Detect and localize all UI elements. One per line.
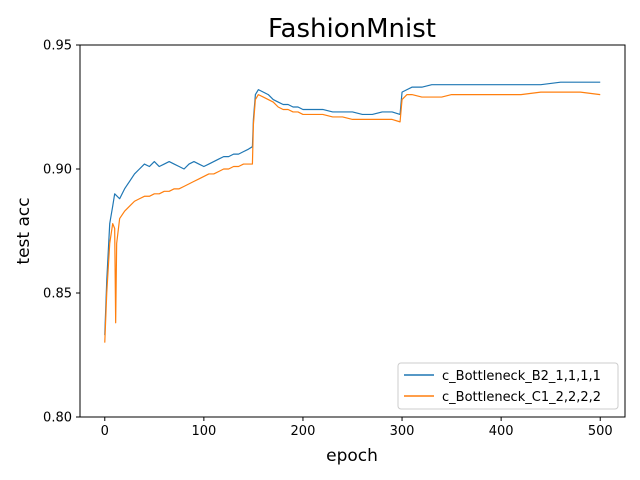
legend: c_Bottleneck_B2_1,1,1,1 c_Bottleneck_C1_… (397, 362, 619, 410)
legend-label-series-2: c_Bottleneck_C1_2,2,2,2 (442, 390, 601, 405)
series-line-2 (104, 91, 601, 343)
x-tick-label: 200 (291, 424, 316, 439)
x-tick-label: 100 (191, 424, 216, 439)
x-axis-ticks: 0 100 200 300 400 500 (101, 417, 613, 439)
plot-area (79, 44, 626, 418)
y-axis-ticks: 0.80 0.85 0.90 0.95 (43, 39, 80, 426)
x-tick-label: 400 (489, 424, 514, 439)
x-tick-label: 0 (101, 424, 109, 439)
series-line-1 (104, 81, 601, 336)
y-tick-label: 0.80 (43, 411, 72, 426)
series-layer (104, 81, 601, 343)
legend-label-series-1: c_Bottleneck_B2_1,1,1,1 (442, 369, 601, 384)
y-tick-label: 0.90 (43, 163, 72, 178)
y-axis-label: test acc (14, 197, 34, 264)
y-tick-label: 0.95 (43, 39, 72, 54)
legend-box (397, 362, 619, 410)
x-tick-label: 500 (588, 424, 613, 439)
x-axis-label: epoch (326, 446, 378, 466)
chart-title: FashionMnist (268, 14, 436, 44)
y-tick-label: 0.85 (43, 287, 72, 302)
axes-frame (79, 44, 626, 418)
x-tick-label: 300 (390, 424, 415, 439)
